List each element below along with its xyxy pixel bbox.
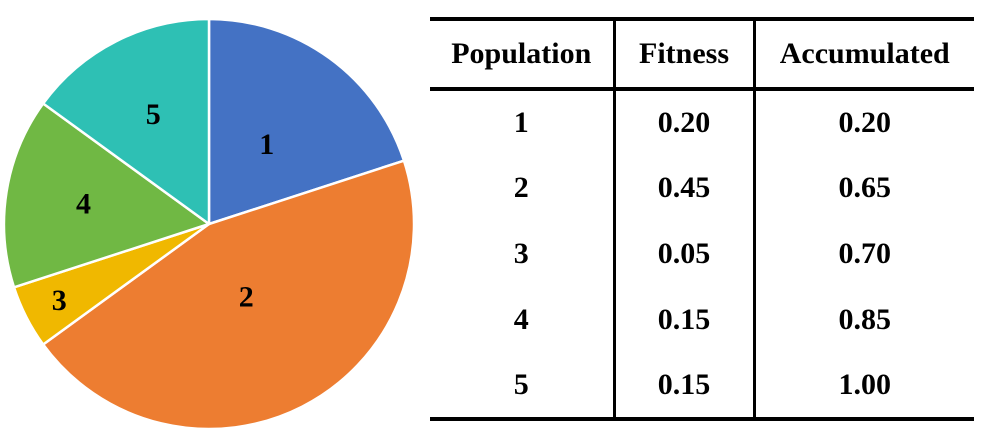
cell-population: 4 [513, 303, 529, 336]
cell-fitness: 0.15 [612, 287, 756, 353]
cell-population: 1 [513, 106, 529, 139]
table-row: 3 0.05 0.70 [430, 221, 974, 287]
cell-fitness: 0.20 [612, 89, 756, 155]
pie-slice-label-4: 4 [76, 188, 91, 221]
header-population: Population [430, 17, 614, 91]
fitness-table: Population Fitness Accumulated 1 0.20 0.… [430, 17, 974, 421]
pie-slice-1 [207, 17, 406, 226]
pie-slice-5 [41, 17, 211, 226]
table-header-row: Population Fitness Accumulated [430, 17, 974, 91]
cell-accumulated: 0.20 [838, 106, 892, 139]
fitness-table-container: Population Fitness Accumulated 1 0.20 0.… [430, 17, 974, 421]
cell-population: 3 [513, 237, 529, 270]
pie-slice-4 [2, 102, 211, 289]
cell-fitness: 0.15 [612, 353, 756, 421]
pie-slice-label-5: 5 [146, 98, 161, 131]
table-row: 2 0.45 0.65 [430, 155, 974, 221]
cell-accumulated: 0.70 [838, 237, 892, 270]
cell-accumulated: 0.65 [838, 171, 892, 204]
table-row: 5 0.15 1.00 [430, 353, 974, 421]
pie-slice-label-3: 3 [52, 284, 67, 317]
fitness-pie-chart: 1 2 3 4 5 [2, 17, 416, 431]
cell-accumulated: 1.00 [754, 353, 974, 421]
pie-slice-label-1: 1 [259, 128, 274, 161]
cell-fitness: 0.05 [612, 221, 756, 287]
cell-population: 5 [430, 353, 614, 421]
table-row: 4 0.15 0.85 [430, 287, 974, 353]
table-row: 1 0.20 0.20 [430, 89, 974, 155]
header-fitness: Fitness [612, 17, 756, 91]
cell-population: 2 [513, 171, 529, 204]
cell-accumulated: 0.85 [838, 303, 892, 336]
pie-slice-label-2: 2 [239, 281, 254, 314]
pie-slice-2 [41, 159, 416, 431]
cell-fitness: 0.45 [612, 155, 756, 221]
header-accumulated: Accumulated [754, 17, 974, 91]
